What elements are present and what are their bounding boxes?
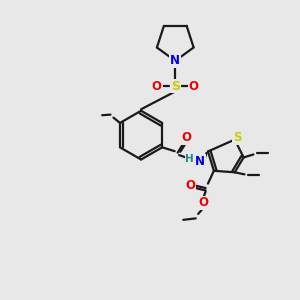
Text: H: H (185, 154, 194, 164)
Text: O: O (198, 196, 208, 209)
Text: N: N (170, 54, 180, 67)
Text: O: O (181, 131, 191, 144)
Text: N: N (195, 155, 205, 168)
Text: O: O (152, 80, 162, 93)
Text: S: S (233, 131, 241, 144)
Text: O: O (189, 80, 199, 93)
Text: O: O (185, 179, 195, 192)
Text: S: S (171, 80, 180, 93)
